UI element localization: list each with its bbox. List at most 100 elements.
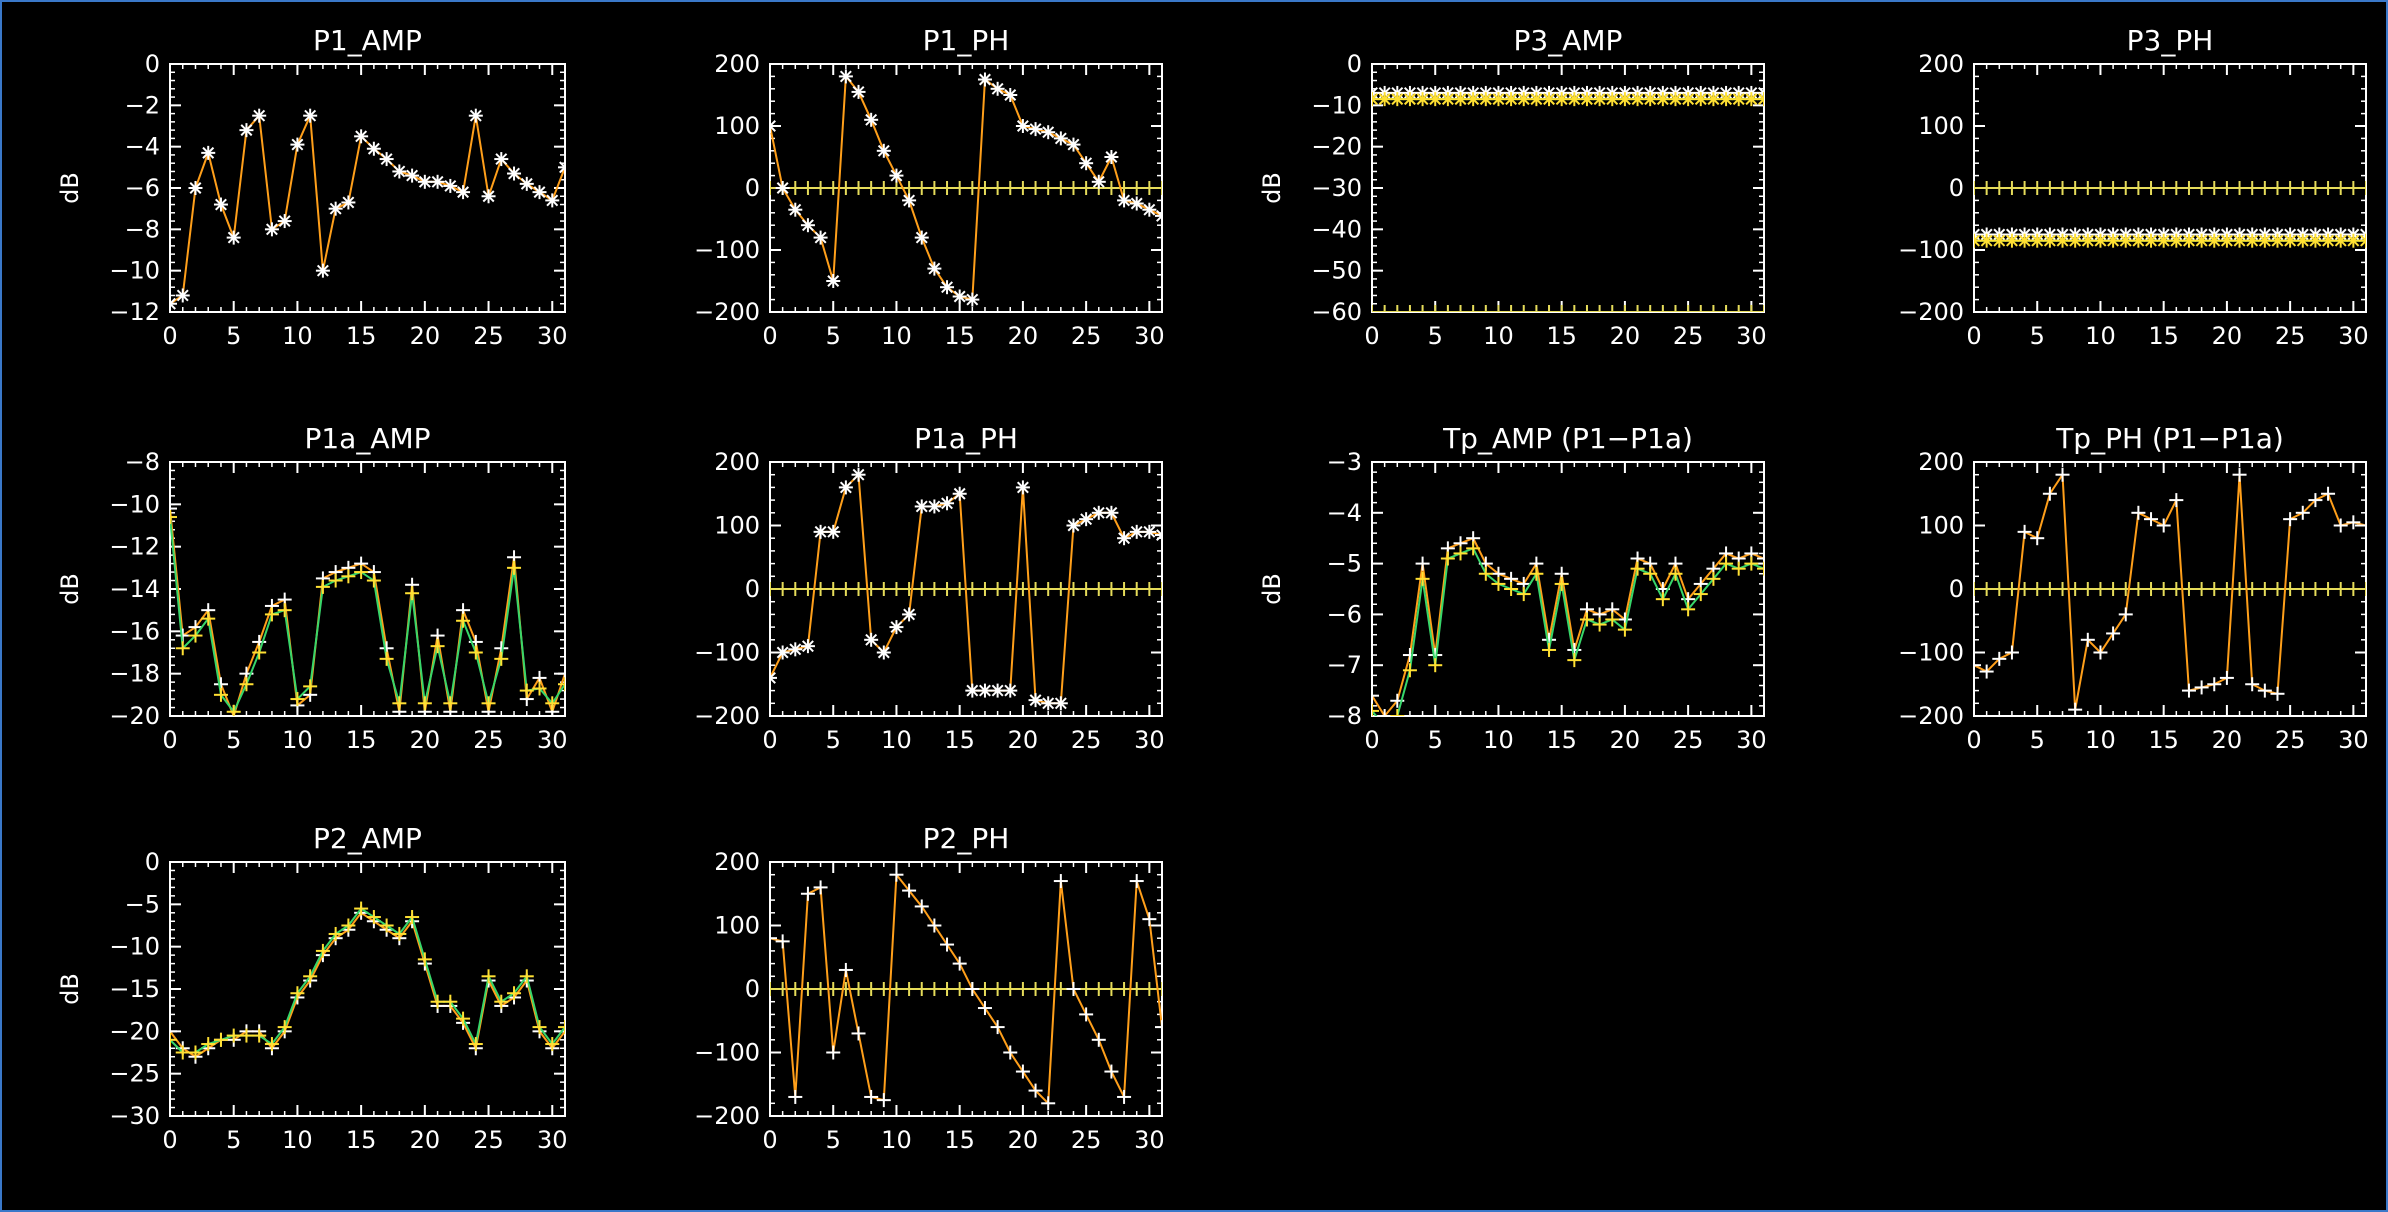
y-tick-label: −18	[109, 660, 160, 688]
data-point	[851, 1026, 866, 1041]
reference-marker	[2017, 582, 2032, 596]
y-minor-ticks	[170, 861, 565, 1117]
data-point	[1693, 92, 1708, 107]
reference-marker	[1693, 305, 1708, 312]
data-point	[430, 174, 445, 189]
data-point	[1453, 92, 1468, 107]
data-point	[1079, 512, 1094, 527]
data-point	[2194, 233, 2209, 248]
reference-marker	[902, 181, 917, 195]
data-point	[1104, 505, 1119, 520]
data-point	[2144, 512, 2159, 527]
data-point	[1567, 92, 1582, 107]
reference-marker	[914, 181, 929, 195]
data-point	[952, 289, 967, 304]
data-point	[507, 986, 522, 1001]
data-point	[1979, 233, 1994, 248]
y-tick-label: −7	[1327, 651, 1362, 679]
data-point	[1415, 92, 1430, 107]
x-tick-label: 10	[282, 1126, 313, 1154]
data-point	[1617, 622, 1632, 637]
data-point	[1731, 92, 1746, 107]
reference-marker	[2055, 181, 2070, 195]
reference-marker	[2257, 181, 2272, 195]
x-minor-ticks	[169, 862, 566, 1116]
data-point	[1440, 92, 1455, 107]
series-line	[1372, 547, 1764, 716]
data-point	[290, 986, 305, 1001]
data-point	[2055, 233, 2070, 248]
data-point	[532, 1020, 547, 1035]
data-point	[2169, 493, 2184, 508]
data-point	[1142, 524, 1157, 539]
data-area	[170, 901, 565, 1064]
data-point	[2080, 233, 2095, 248]
reference-marker	[1643, 305, 1658, 312]
data-point	[328, 201, 343, 216]
reference-marker	[2042, 181, 2057, 195]
x-tick-label: 0	[162, 726, 177, 754]
data-point	[188, 181, 203, 195]
reference-marker	[1554, 305, 1569, 312]
x-tick-label: 5	[826, 726, 841, 754]
data-point	[2106, 233, 2121, 248]
data-point	[2093, 233, 2108, 248]
chart-p2-ph: P2_PH 0 5 10 15 20 25 30 200 100 0 −100 −200	[694, 822, 1165, 1154]
data-point	[481, 696, 496, 711]
reference-marker	[1003, 181, 1018, 195]
data-point	[2283, 512, 2298, 527]
reference-marker	[2131, 181, 2146, 195]
data-point	[1592, 617, 1607, 632]
chart-title: P3_AMP	[1514, 24, 1623, 57]
reference-marker	[940, 982, 955, 996]
data-point	[481, 189, 496, 204]
x-tick-label: 25	[473, 726, 504, 754]
reference-marker	[1504, 305, 1519, 312]
data-point	[443, 178, 458, 193]
x-tick-label: 15	[346, 322, 377, 350]
data-point	[826, 1045, 841, 1060]
data-point	[1757, 92, 1764, 107]
reference-marker	[838, 181, 853, 195]
x-tick-label: 15	[1546, 726, 1577, 754]
data-point	[940, 496, 955, 511]
reference-marker	[1579, 305, 1594, 312]
reference-marker	[1117, 181, 1132, 195]
reference-marker	[851, 181, 866, 195]
data-point	[876, 143, 891, 158]
data-point	[1003, 1045, 1018, 1060]
data-point	[1643, 566, 1658, 581]
data-point	[2346, 233, 2361, 248]
data-point	[1091, 505, 1106, 520]
data-point	[813, 524, 828, 539]
data-point	[354, 565, 369, 580]
x-tick-label: 5	[1428, 726, 1443, 754]
data-point	[1542, 92, 1557, 107]
reference-marker	[1542, 305, 1557, 312]
data-point	[2219, 233, 2234, 248]
reference-marker	[940, 181, 955, 195]
data-point	[1693, 587, 1708, 602]
reference-marker	[1402, 305, 1417, 312]
y-tick-label: 200	[714, 448, 760, 476]
y-tick-label: −12	[109, 533, 160, 561]
reference-marker	[1668, 305, 1683, 312]
data-point	[494, 152, 509, 167]
data-point	[1079, 156, 1094, 171]
y-tick-label: −10	[109, 490, 160, 518]
data-point	[1377, 709, 1392, 716]
data-point	[545, 696, 560, 711]
chart-title: P1_PH	[923, 24, 1010, 57]
x-tick-label: 30	[537, 322, 568, 350]
reference-marker	[800, 181, 815, 195]
reference-marker	[2131, 582, 2146, 596]
x-tick-label: 5	[2030, 322, 2045, 350]
data-point	[532, 681, 547, 696]
data-point	[341, 195, 356, 210]
data-point	[889, 620, 904, 635]
reference-marker	[1719, 305, 1734, 312]
y-tick-label: 100	[714, 912, 760, 940]
reference-marker	[851, 582, 866, 596]
data-point	[1041, 1096, 1056, 1111]
